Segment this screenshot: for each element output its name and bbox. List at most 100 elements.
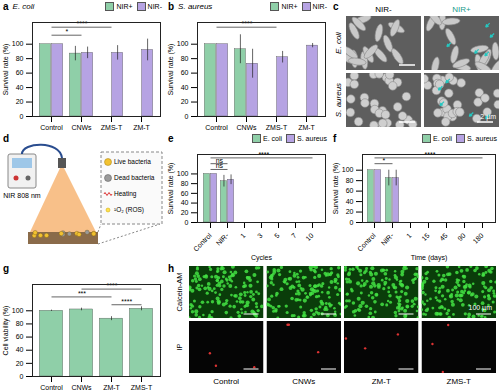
svg-text:100: 100	[177, 40, 189, 47]
svg-text:h: h	[168, 263, 174, 274]
svg-text:Cell viability (%): Cell viability (%)	[2, 306, 10, 356]
svg-text:Survival rate (%): Survival rate (%)	[167, 44, 175, 96]
svg-text:Control: Control	[40, 384, 63, 391]
svg-text:***: ***	[78, 290, 86, 297]
svg-text:Cycles: Cycles	[251, 254, 273, 262]
svg-text:0: 0	[185, 113, 189, 120]
svg-text:7: 7	[290, 232, 298, 240]
svg-text:NIR-: NIR-	[375, 5, 392, 14]
svg-text:****: ****	[107, 282, 118, 289]
svg-text:40: 40	[16, 346, 24, 353]
svg-text:E. coli: E. coli	[334, 32, 343, 54]
svg-text:0: 0	[350, 219, 354, 226]
svg-text:0: 0	[20, 113, 24, 120]
svg-text:60: 60	[181, 190, 189, 197]
html-text:NIR-: NIR-	[147, 2, 162, 10]
html-text:NIR+: NIR+	[281, 2, 298, 10]
svg-text:Heating: Heating	[114, 190, 137, 198]
svg-text:20: 20	[16, 360, 24, 367]
svg-text:2 µm: 2 µm	[480, 113, 496, 121]
svg-text:40: 40	[346, 198, 354, 205]
svg-text:IP: IP	[175, 343, 184, 350]
svg-text:ZM-T: ZM-T	[372, 377, 391, 386]
svg-text:60: 60	[16, 333, 24, 340]
svg-text:40: 40	[181, 84, 189, 91]
svg-text:S. aureus: S. aureus	[334, 83, 343, 117]
svg-text:20: 20	[181, 209, 189, 216]
svg-text:0: 0	[20, 373, 24, 380]
svg-text:1: 1	[405, 232, 413, 240]
html-text:S. aureus: S. aureus	[297, 134, 327, 142]
svg-text:80: 80	[346, 177, 354, 184]
svg-text:Control: Control	[192, 231, 213, 252]
svg-text:ns: ns	[215, 156, 224, 164]
svg-text:NIR-: NIR-	[380, 231, 396, 247]
svg-text:CNWs: CNWs	[71, 384, 92, 391]
svg-text:*: *	[65, 28, 68, 35]
svg-text:Survival rate (%): Survival rate (%)	[2, 44, 10, 96]
svg-text:60: 60	[16, 69, 24, 76]
svg-text:80: 80	[181, 180, 189, 187]
html-text:b S. aureus: b S. aureus	[168, 0, 213, 12]
svg-text:Control: Control	[40, 124, 63, 131]
svg-text:20: 20	[181, 98, 189, 105]
svg-text:Control: Control	[213, 377, 239, 386]
svg-text:100: 100	[342, 166, 354, 173]
svg-text:80: 80	[16, 55, 24, 62]
svg-text:CNWs: CNWs	[236, 124, 257, 131]
svg-text:Survival rate (%): Survival rate (%)	[167, 163, 175, 215]
svg-text:10: 10	[304, 232, 315, 243]
svg-text:1: 1	[239, 232, 247, 240]
svg-text:20: 20	[346, 208, 354, 215]
html-text:E. coli: E. coli	[263, 134, 282, 142]
svg-text:Control: Control	[205, 124, 228, 131]
html-text:a E. coli: a E. coli	[3, 0, 35, 12]
svg-text:ZMS-T: ZMS-T	[266, 124, 288, 131]
svg-text:*: *	[382, 157, 385, 164]
svg-text:100: 100	[12, 307, 24, 314]
svg-text:****: ****	[77, 20, 88, 27]
svg-text:5: 5	[273, 232, 281, 240]
svg-text:100: 100	[12, 40, 24, 47]
svg-text:ZM-T: ZM-T	[298, 124, 315, 131]
svg-text:80: 80	[16, 320, 24, 327]
svg-text:Time (days): Time (days)	[411, 254, 448, 262]
html-text:NIR-: NIR-	[312, 2, 327, 10]
svg-text:40: 40	[181, 199, 189, 206]
svg-text:****: ****	[121, 298, 132, 305]
svg-text:c: c	[333, 1, 339, 12]
svg-text:ZM-T: ZM-T	[103, 384, 120, 391]
svg-text:ZMS-T: ZMS-T	[101, 124, 123, 131]
svg-text:****: ****	[242, 20, 253, 27]
svg-text:ZM-T: ZM-T	[133, 124, 150, 131]
svg-text:45: 45	[438, 232, 449, 243]
svg-text:Survival rate (%): Survival rate (%)	[332, 163, 340, 215]
html-text:NIR+: NIR+	[116, 2, 133, 10]
svg-text:80: 80	[181, 55, 189, 62]
svg-text:ZMS-T: ZMS-T	[447, 377, 472, 386]
svg-text:90: 90	[456, 232, 467, 243]
svg-text:¹O₂ (ROS): ¹O₂ (ROS)	[114, 206, 144, 214]
svg-text:0: 0	[185, 219, 189, 226]
svg-text:NIR-: NIR-	[215, 231, 231, 247]
svg-text:15: 15	[420, 232, 431, 243]
svg-text:60: 60	[181, 69, 189, 76]
svg-text:40: 40	[16, 84, 24, 91]
svg-text:20: 20	[16, 98, 24, 105]
svg-text:Control: Control	[356, 231, 377, 252]
svg-text:180: 180	[472, 232, 485, 245]
svg-text:NIR 808 nm: NIR 808 nm	[3, 192, 41, 199]
svg-text:60: 60	[346, 187, 354, 194]
svg-text:NIR+: NIR+	[452, 5, 471, 14]
svg-text:CNWs: CNWs	[71, 124, 92, 131]
svg-text:CNWs: CNWs	[292, 377, 315, 386]
svg-text:Live bacteria: Live bacteria	[114, 158, 151, 165]
svg-text:Calcein-AM: Calcein-AM	[175, 273, 184, 312]
svg-text:100 µm: 100 µm	[469, 304, 493, 312]
svg-text:d: d	[3, 133, 9, 144]
svg-text:100: 100	[177, 170, 189, 177]
svg-text:3: 3	[256, 232, 264, 240]
svg-text:ns: ns	[216, 162, 224, 169]
svg-text:Dead bacteria: Dead bacteria	[114, 174, 155, 181]
svg-text:ZMS-T: ZMS-T	[131, 384, 153, 391]
